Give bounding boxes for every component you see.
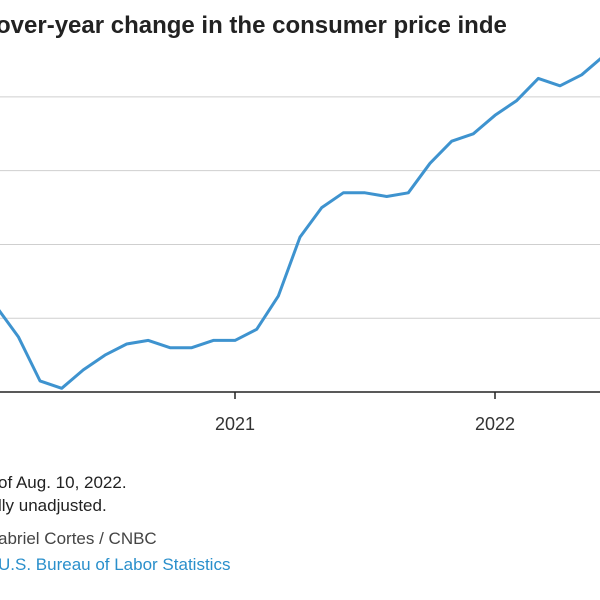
chart-credit: abriel Cortes / CNBC	[0, 529, 157, 548]
source-link[interactable]: U.S. Bureau of Labor Statistics	[0, 555, 231, 574]
x-tick-label: 2021	[215, 414, 255, 434]
cpi-series-line	[0, 57, 600, 390]
chart-title: over-year change in the consumer price i…	[0, 12, 507, 39]
x-ticks: 2021 2022	[215, 392, 515, 434]
note-adjustment: lly unadjusted.	[0, 496, 107, 515]
x-tick-label: 2022	[475, 414, 515, 434]
note-date: of Aug. 10, 2022.	[0, 473, 127, 492]
gridlines	[0, 96, 600, 319]
